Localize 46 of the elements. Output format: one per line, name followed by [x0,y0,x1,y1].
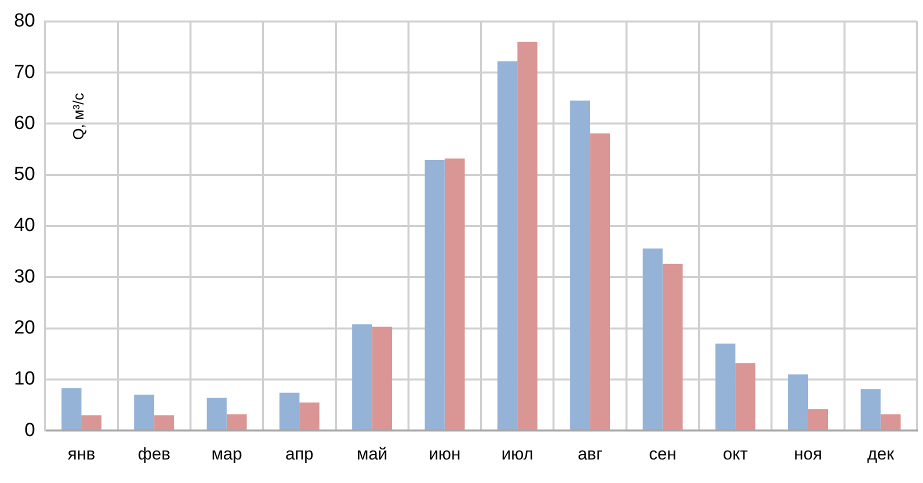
y-tick-label: 30 [14,266,36,288]
bar [81,415,102,430]
bar [808,409,828,430]
bar [735,363,756,430]
x-tick-label: май [356,444,388,464]
bar [61,388,82,430]
bar [226,414,247,430]
bar [788,374,808,430]
bar [154,415,174,430]
y-tick-label: 50 [14,164,36,186]
bar [642,248,663,430]
bar [299,402,320,430]
x-tick-label: янв [68,444,96,464]
x-tick-label: дек [867,444,895,464]
x-tick-label: июл [501,444,534,464]
x-tick-label: июн [428,444,461,464]
x-tick-label: апр [285,444,314,464]
bar [590,133,610,430]
y-tick-label: 10 [14,368,36,390]
bar [352,324,372,430]
y-tick-label: 70 [14,62,36,83]
bar [372,326,392,430]
y-axis-title: Q, м³/с [70,92,88,140]
bar [424,160,445,430]
bar [279,392,300,430]
bar [880,414,901,430]
x-tick-label: сен [649,444,676,464]
bar [662,264,683,430]
bar [134,394,154,430]
y-tick-label: 40 [14,215,36,236]
bar [497,61,518,430]
bar [715,344,736,430]
bar [517,42,538,430]
x-tick-label: авг [578,444,602,464]
y-tick-label: 0 [24,420,36,441]
bar [860,389,881,430]
bar [570,100,590,430]
x-tick-label: фев [138,444,170,464]
x-tick-label: ноя [794,444,822,464]
x-tick-label: окт [722,444,748,464]
y-tick-label: 20 [14,318,36,339]
y-tick-label: 80 [14,10,36,32]
x-tick-label: мар [211,444,242,464]
bar [206,398,227,430]
bar [444,158,465,430]
y-tick-label: 60 [14,112,36,134]
